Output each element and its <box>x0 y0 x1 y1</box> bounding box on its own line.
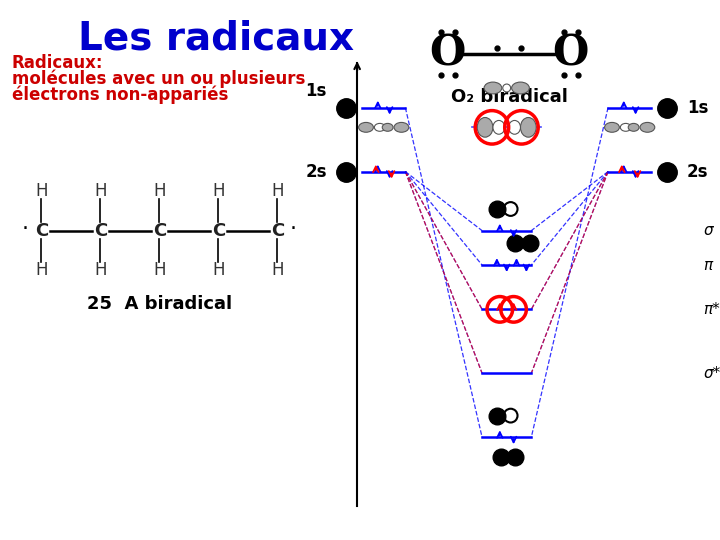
Ellipse shape <box>493 120 505 134</box>
Text: 1s: 1s <box>687 99 708 117</box>
Ellipse shape <box>359 123 374 132</box>
Text: H: H <box>94 261 107 279</box>
Text: ·: · <box>22 219 29 239</box>
Ellipse shape <box>512 82 529 94</box>
Ellipse shape <box>521 118 536 137</box>
Text: C: C <box>212 221 225 240</box>
Ellipse shape <box>477 118 493 137</box>
Ellipse shape <box>621 124 631 131</box>
Text: σ: σ <box>703 223 713 238</box>
Text: H: H <box>271 261 284 279</box>
Ellipse shape <box>374 124 385 131</box>
Text: électrons non-appariés: électrons non-appariés <box>12 85 228 104</box>
Text: ·: · <box>289 219 297 239</box>
Text: molécules avec un ou plusieurs: molécules avec un ou plusieurs <box>12 69 305 88</box>
Text: 25  A biradical: 25 A biradical <box>87 295 232 313</box>
Ellipse shape <box>605 123 619 132</box>
Text: H: H <box>94 183 107 200</box>
Text: C: C <box>153 221 166 240</box>
Text: E: E <box>342 104 352 122</box>
Ellipse shape <box>508 120 521 134</box>
Text: H: H <box>212 183 225 200</box>
Text: O: O <box>552 32 589 75</box>
Ellipse shape <box>503 84 510 92</box>
Text: Les radicaux: Les radicaux <box>78 19 354 57</box>
Text: 1s: 1s <box>305 82 327 100</box>
Text: 2s: 2s <box>687 163 708 180</box>
Text: 2s: 2s <box>305 163 327 180</box>
Text: H: H <box>35 261 48 279</box>
Text: H: H <box>153 261 166 279</box>
Text: C: C <box>271 221 284 240</box>
Ellipse shape <box>484 82 502 94</box>
Text: Radicaux:: Radicaux: <box>12 53 103 71</box>
Text: C: C <box>94 221 107 240</box>
Ellipse shape <box>629 124 639 131</box>
Text: C: C <box>35 221 48 240</box>
Ellipse shape <box>394 123 409 132</box>
Text: H: H <box>153 183 166 200</box>
Text: H: H <box>35 183 48 200</box>
Text: σ*: σ* <box>703 366 720 381</box>
Text: π: π <box>703 258 713 273</box>
Text: H: H <box>212 261 225 279</box>
Text: π*: π* <box>703 302 720 317</box>
Text: O₂ biradical: O₂ biradical <box>451 88 567 106</box>
Ellipse shape <box>382 124 393 131</box>
Text: O: O <box>430 32 466 75</box>
Ellipse shape <box>640 123 654 132</box>
Text: H: H <box>271 183 284 200</box>
